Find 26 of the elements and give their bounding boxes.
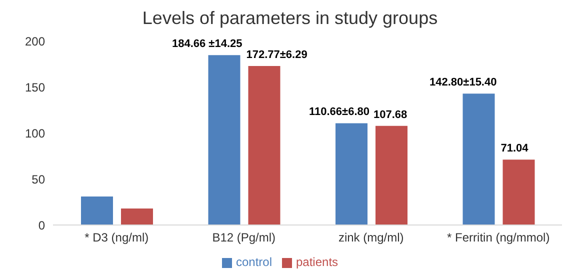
bar [502, 160, 535, 225]
data-label: 107.68 [373, 108, 408, 121]
bar [335, 123, 368, 225]
bar [120, 208, 153, 225]
y-tick-label: 0 [38, 218, 46, 232]
data-label: 184.66 ±14.25 [172, 38, 242, 50]
bar [80, 196, 113, 225]
x-tick-label: B12 (Pg/ml) [212, 230, 276, 245]
legend-label: patients [296, 255, 338, 269]
x-tick-label: * D3 (ng/ml) [84, 230, 149, 245]
data-label: 172.77±6.29 [246, 49, 308, 62]
data-label: 110.66±6.80 [309, 106, 370, 118]
y-tick-label: 50 [32, 172, 46, 186]
chart-title: Levels of parameters in study groups [141, 8, 439, 29]
data-label: 71.04 [500, 142, 530, 155]
bar [462, 94, 495, 225]
x-tick-label: zink (mg/ml) [338, 230, 404, 245]
legend-label: control [236, 255, 272, 269]
x-tick-label: * Ferritin (ng/mmol) [447, 230, 550, 245]
data-label: 142.80±15.40 [430, 76, 497, 89]
bar [248, 66, 280, 225]
bar [208, 55, 240, 225]
y-tick-label: 100 [24, 126, 46, 140]
y-tick-label: 150 [24, 80, 46, 94]
bar [375, 126, 408, 225]
y-tick-label: 200 [24, 34, 46, 48]
